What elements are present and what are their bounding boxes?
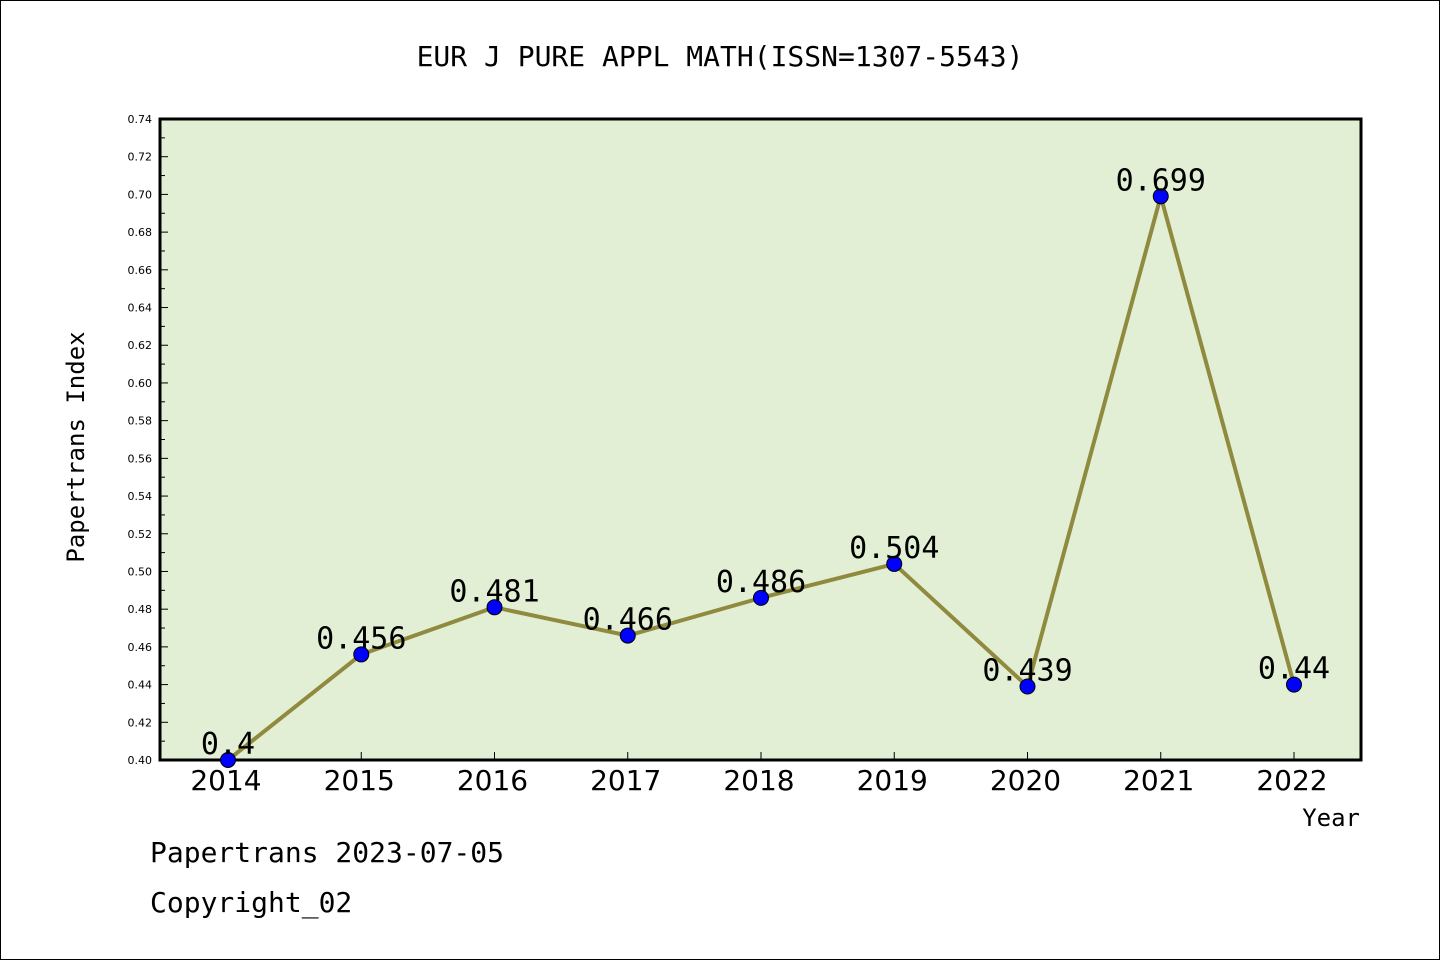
data-point: [353, 646, 370, 663]
data-label: 0.44: [1258, 652, 1330, 687]
y-tick-label: 0.64: [128, 302, 153, 315]
data-point: [1152, 188, 1169, 205]
data-label: 0.439: [982, 653, 1072, 688]
y-tick-label: 0.42: [128, 716, 153, 729]
x-axis-title: Year: [1302, 804, 1360, 832]
y-tick-label: 0.52: [128, 528, 153, 541]
y-tick-label: 0.70: [128, 188, 153, 201]
y-tick-label: 0.60: [128, 377, 153, 390]
y-tick-label: 0.66: [128, 264, 153, 277]
data-point: [1019, 678, 1036, 695]
data-point: [619, 627, 636, 644]
data-point: [886, 555, 903, 572]
y-tick-label: 0.48: [128, 603, 153, 616]
data-label: 0.504: [849, 531, 939, 566]
footer-date-text: Papertrans 2023-07-05: [150, 836, 505, 869]
y-tick-label: 0.40: [128, 754, 153, 767]
x-tick-label: 2020: [990, 764, 1061, 797]
data-point: [753, 589, 769, 606]
y-tick-label: 0.58: [128, 415, 153, 428]
x-tick-label: 2022: [1256, 764, 1327, 797]
y-tick-label: 0.56: [128, 452, 153, 465]
y-tick-label: 0.68: [128, 226, 153, 239]
plot-area: [158, 117, 1363, 762]
y-tick-label: 0.62: [128, 339, 153, 352]
data-point: [486, 599, 503, 616]
x-tick-label: 2018: [723, 764, 794, 797]
y-tick-label: 0.46: [128, 641, 153, 654]
data-label: 0.4: [201, 727, 255, 762]
data-label: 0.699: [1116, 163, 1206, 198]
x-tick-label: 2017: [590, 764, 661, 797]
data-label: 0.481: [449, 574, 539, 609]
data-label: 0.466: [583, 603, 673, 638]
x-tick-label: 2016: [457, 764, 528, 797]
y-tick-label: 0.72: [128, 151, 153, 164]
x-tick-label: 2021: [1123, 764, 1194, 797]
footer-copyright-text: Copyright_02: [150, 886, 353, 919]
x-tick-label: 2019: [857, 764, 928, 797]
y-tick-label: 0.54: [128, 490, 153, 503]
data-point: [1286, 676, 1302, 693]
y-axis-title: Papertrans Index: [62, 331, 90, 562]
x-tick-label: 2015: [324, 764, 395, 797]
y-tick-label: 0.44: [128, 679, 153, 692]
y-tick-label: 0.74: [128, 113, 153, 126]
data-label: 0.486: [716, 565, 806, 600]
data-label: 0.456: [316, 621, 406, 656]
data-point: [220, 752, 236, 768]
x-tick-label: 2014: [190, 764, 261, 797]
chart-title: EUR J PURE APPL MATH(ISSN=1307-5543): [417, 40, 1024, 73]
y-tick-label: 0.50: [128, 565, 153, 578]
